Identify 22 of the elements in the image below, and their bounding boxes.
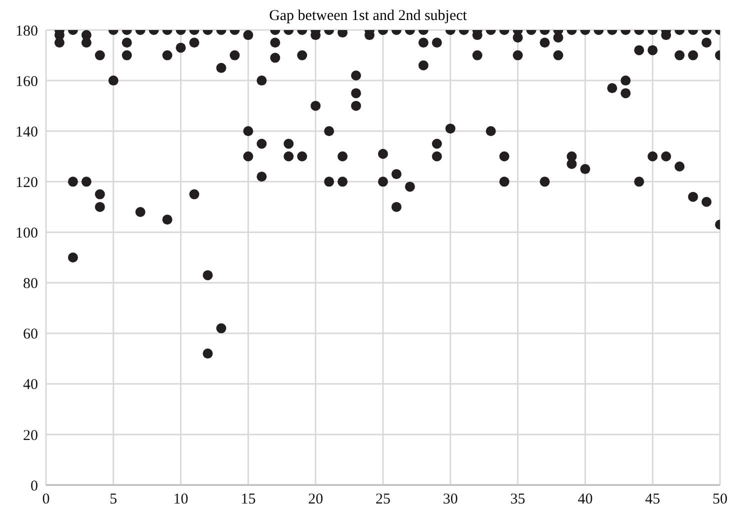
x-tick-label: 5: [110, 492, 118, 508]
y-tick-label: 120: [16, 174, 38, 191]
x-tick-label: 25: [376, 492, 390, 508]
y-tick-label: 80: [23, 276, 38, 292]
y-tick-label: 100: [16, 226, 38, 242]
x-tick-label: 50: [712, 492, 728, 508]
chart-title: Gap between 1st and 2nd subject: [268, 8, 468, 25]
y-tick-label: 20: [23, 428, 38, 444]
y-tick-label: 60: [23, 326, 38, 343]
x-tick-label: 30: [442, 492, 458, 508]
x-tick-label: 45: [645, 492, 660, 508]
x-tick-label: 0: [42, 492, 50, 508]
y-tick-label: 180: [16, 23, 38, 40]
x-tick-label: 10: [173, 492, 188, 508]
x-tick-label: 15: [240, 492, 256, 508]
y-tick-label: 0: [30, 478, 38, 494]
y-tick-label: 160: [16, 74, 38, 90]
y-tick-label: 40: [23, 377, 38, 394]
x-tick-label: 40: [578, 492, 593, 508]
x-tick-label: 20: [308, 492, 324, 508]
y-tick-label: 140: [16, 124, 38, 140]
x-tick-label: 35: [510, 492, 526, 508]
